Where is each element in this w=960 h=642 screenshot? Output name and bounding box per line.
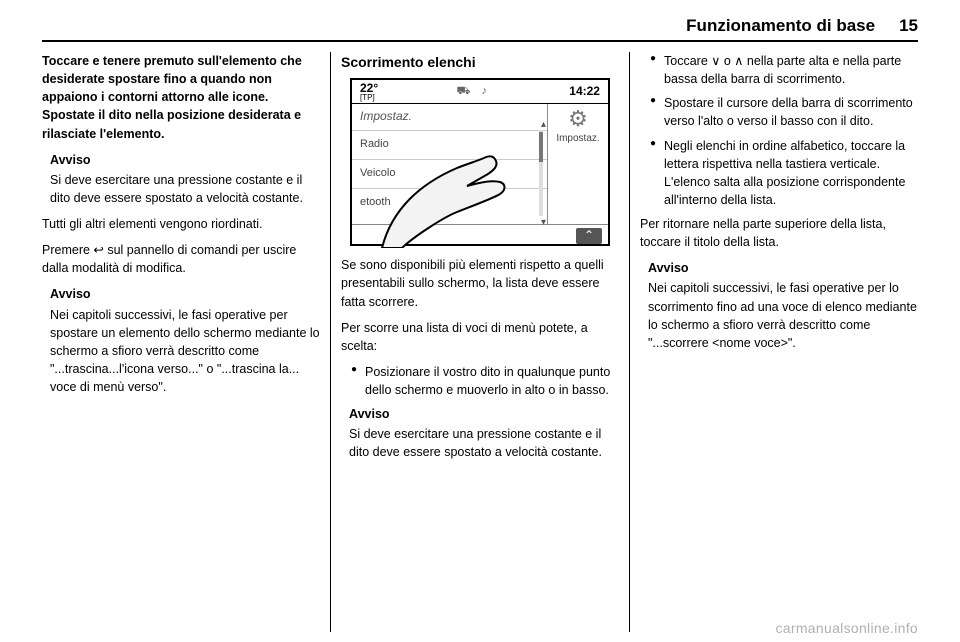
- content-columns: Toccare e tenere premuto sull'elemento c…: [42, 52, 918, 632]
- column-1: Toccare e tenere premuto sull'elemento c…: [42, 52, 330, 632]
- tp-label: [TP]: [360, 94, 378, 102]
- list-row-radio: Radio: [352, 130, 547, 159]
- clock: 14:22: [569, 83, 600, 100]
- page-number: 15: [899, 16, 918, 36]
- col1-p2: Tutti gli altri elementi vengono riordin…: [42, 215, 320, 233]
- col3-bullet-3: Negli elenchi in ordine alfabetico, tocc…: [650, 137, 918, 210]
- notice-4-title: Avviso: [648, 259, 918, 277]
- notice-4: Avviso Nei capitoli successivi, le fasi …: [648, 259, 918, 352]
- notice-2-body: Nei capitoli successivi, le fasi operati…: [50, 306, 320, 397]
- temperature-value: 22°: [360, 82, 378, 94]
- col2-p2: Per scorre una lista di voci di menù pot…: [341, 319, 619, 355]
- screen-bottom-bar: ⌃: [352, 224, 608, 246]
- col1-p3: Premere ↩ sul pannello di comandi per us…: [42, 241, 320, 277]
- scroll-thumb: [539, 132, 543, 162]
- page-header: Funzionamento di base 15: [42, 16, 918, 42]
- col2-bullet-1: Posizionare il vostro dito in qualunque …: [351, 363, 619, 399]
- col2-bullets: Posizionare il vostro dito in qualunque …: [341, 363, 619, 399]
- list-row-bluetooth: etooth: [352, 188, 547, 217]
- notice-3-body: Si deve esercitare una pressione costant…: [349, 425, 619, 461]
- screen-side-panel: ⚙ Impostaz.: [548, 104, 608, 224]
- col3-p1: Per ritornare nella parte superiore dell…: [640, 215, 918, 251]
- notice-2: Avviso Nei capitoli successivi, le fasi …: [50, 285, 320, 396]
- list-row-veicolo: Veicolo: [352, 159, 547, 188]
- scroll-track: [539, 130, 543, 216]
- list-title: Impostaz.: [352, 104, 547, 129]
- scroll-section-title: Scorrimento elenchi: [341, 52, 619, 72]
- notice-2-title: Avviso: [50, 285, 320, 303]
- device-screenshot: 22° [TP] ⛟ ♪ 14:22 Impostaz. Radio Veico…: [350, 78, 610, 246]
- settings-list: Impostaz. Radio Veicolo etooth ▴ ▾: [352, 104, 548, 224]
- side-panel-label: Impostaz.: [556, 132, 599, 147]
- column-3: Toccare ∨ o ∧ nella parte alta e nella p…: [629, 52, 918, 632]
- notice-1-title: Avviso: [50, 151, 320, 169]
- notice-4-body: Nei capitoli successivi, le fasi operati…: [648, 279, 918, 352]
- notice-3-title: Avviso: [349, 405, 619, 423]
- col1-p1: Toccare e tenere premuto sull'elemento c…: [42, 54, 302, 141]
- notice-1: Avviso Si deve esercitare una pressione …: [50, 151, 320, 207]
- col3-bullet-1: Toccare ∨ o ∧ nella parte alta e nella p…: [650, 52, 918, 88]
- column-2: Scorrimento elenchi 22° [TP] ⛟ ♪ 14:22 I…: [330, 52, 629, 632]
- col3-bullet-2: Spostare il cursore della barra di scorr…: [650, 94, 918, 130]
- col3-bullets: Toccare ∨ o ∧ nella parte alta e nella p…: [640, 52, 918, 209]
- header-title: Funzionamento di base: [686, 16, 875, 36]
- notice-1-body: Si deve esercitare una pressione costant…: [50, 171, 320, 207]
- temperature-indicator: 22° [TP]: [360, 82, 378, 102]
- screen-body: Impostaz. Radio Veicolo etooth ▴ ▾ ⚙ Imp…: [352, 104, 608, 224]
- manual-page: Funzionamento di base 15 Toccare e tener…: [0, 0, 960, 642]
- status-icons: ⛟ ♪: [457, 84, 491, 100]
- col2-p1: Se sono disponibili più elementi rispett…: [341, 256, 619, 310]
- notice-3: Avviso Si deve esercitare una pressione …: [349, 405, 619, 461]
- scroll-arrow-down-icon: ▾: [541, 216, 546, 231]
- screen-statusbar: 22° [TP] ⛟ ♪ 14:22: [352, 80, 608, 104]
- gear-icon: ⚙: [568, 108, 588, 130]
- chevron-up-icon: ⌃: [576, 228, 602, 244]
- watermark: carmanualsonline.info: [776, 620, 919, 636]
